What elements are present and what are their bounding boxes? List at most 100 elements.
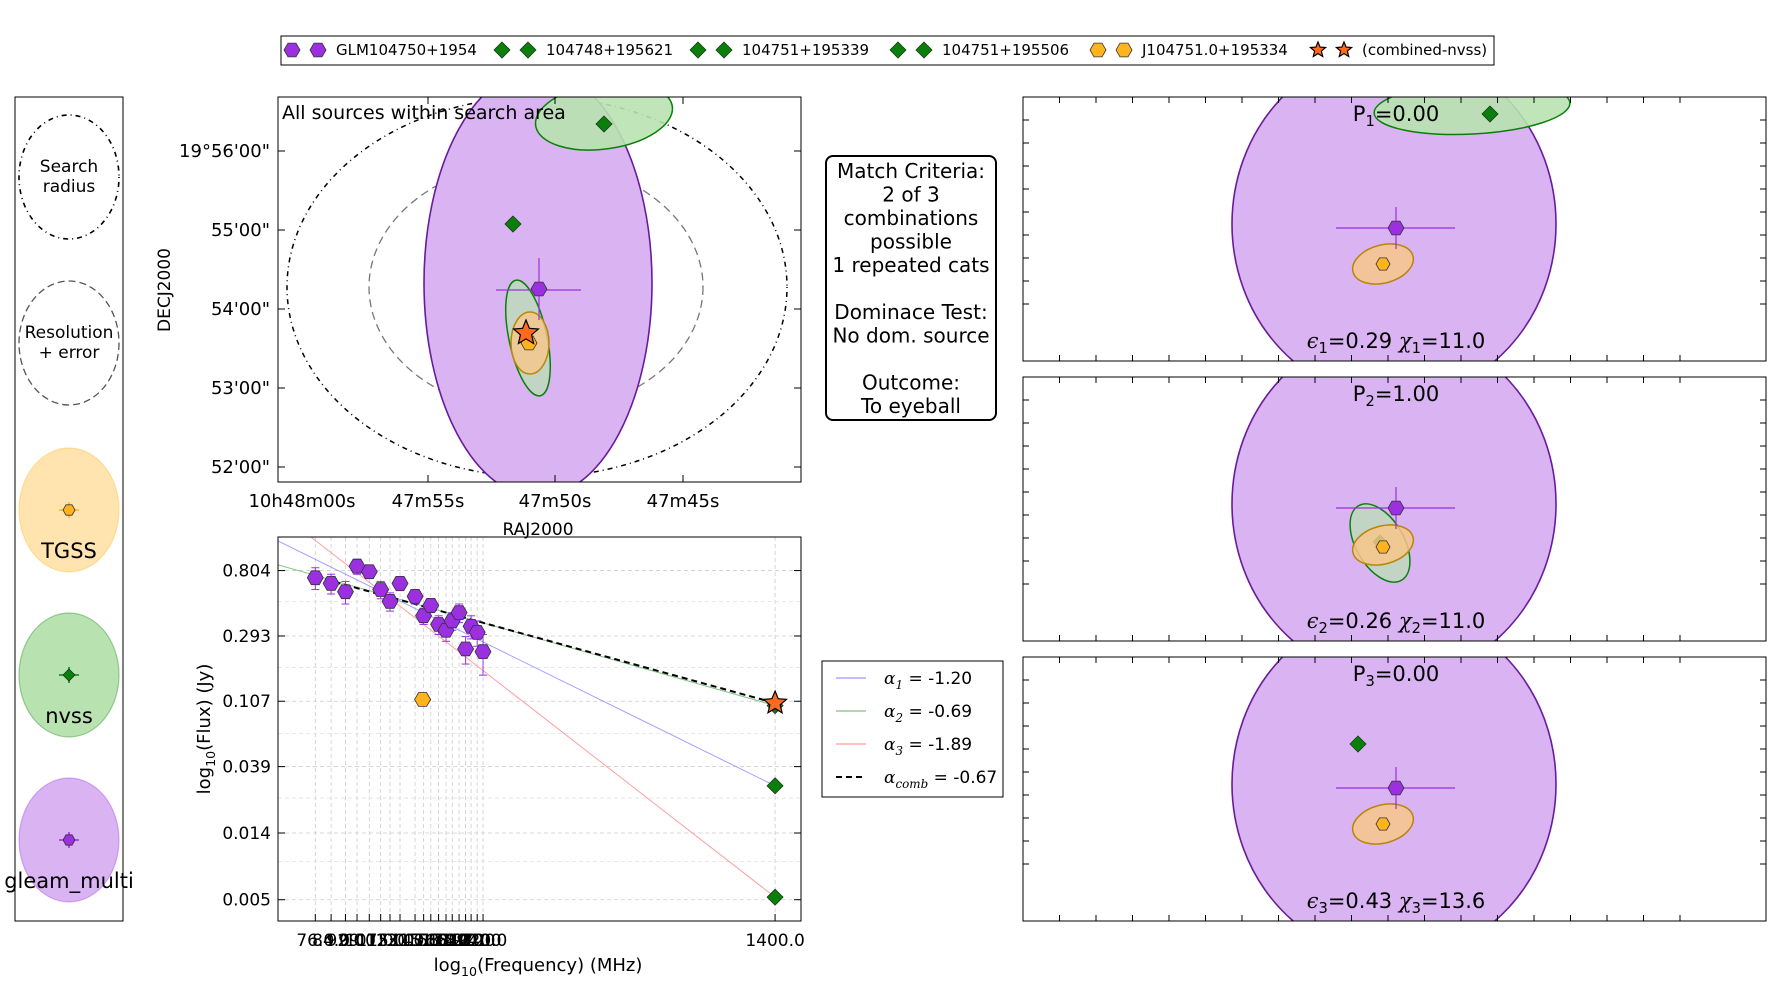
- gleam-source-marker: [530, 281, 548, 297]
- gleam-data-point: [406, 589, 424, 604]
- x-tick-label: 1400.0: [745, 931, 804, 951]
- gleam-data-point: [450, 605, 468, 620]
- gleam-data-point: [306, 570, 324, 586]
- catalogue-name: TGSS: [40, 539, 97, 563]
- x-tick-label: 143.0: [391, 931, 440, 951]
- catalogue-marker: [62, 834, 76, 846]
- alpha-legend-frame: [821, 660, 1004, 798]
- legend-marker: [915, 41, 933, 59]
- fit-line: [278, 540, 776, 787]
- combination-panel: P3=0.00 ϵ3=0.43 χ3=13.6: [1022, 656, 1767, 922]
- x-tick-label: 47m55s: [392, 491, 465, 512]
- gleam-source-marker: [1387, 780, 1405, 796]
- criteria-text: Outcome:: [862, 371, 960, 395]
- combo-frame: [1022, 96, 1767, 362]
- sed-ylabel: log10(Flux) (Jy): [194, 664, 218, 795]
- legend-label: GLM104750+1954: [336, 41, 477, 59]
- x-tick-label: 212.0: [453, 931, 502, 951]
- criteria-text: combinations: [844, 206, 979, 230]
- y-tick-label: 0.293: [222, 627, 271, 647]
- y-tick-label: 53'00": [211, 378, 270, 399]
- gleam-source-marker: [1387, 500, 1405, 516]
- legend-marker: [1115, 42, 1133, 58]
- combo-plot-area: [1231, 377, 1557, 641]
- criteria-text: 2 of 3: [882, 183, 939, 207]
- criteria-text: 1 repeated cats: [832, 253, 989, 277]
- sky-title: All sources within search area: [282, 102, 566, 124]
- legend-label: 104751+195506: [942, 41, 1069, 59]
- gleam-data-point: [348, 558, 366, 574]
- x-tick-label: 107.0: [345, 931, 394, 951]
- legend-label: 104748+195621: [546, 41, 673, 59]
- y-tick-label: 19°56'00": [179, 141, 270, 162]
- x-tick-label: 99.0: [338, 931, 376, 951]
- y-tick-label: 0.107: [222, 692, 271, 712]
- nvss-data-point: [766, 888, 784, 906]
- x-tick-label: 151.0: [399, 931, 448, 951]
- legend-marker: [1308, 40, 1328, 58]
- catalogue-name: gleam_multi: [4, 869, 134, 894]
- combo-stats: ϵ2=0.26 χ2=11.0: [1307, 609, 1486, 637]
- x-tick-label: 181.0: [428, 931, 477, 951]
- gleam-data-point: [457, 641, 475, 657]
- alpha-legend-label: α1 = -1.20: [884, 669, 972, 692]
- legend-entry: 104748+195621: [493, 41, 673, 59]
- x-tick-label: 122.0: [366, 931, 415, 951]
- combination-panel: P2=1.00 ϵ2=0.26 χ2=11.0: [1022, 376, 1767, 642]
- tgss-data-point: [414, 692, 432, 707]
- y-tick-label: 0.039: [222, 758, 271, 778]
- sed-chart: 0.804 0.293 0.107 0.039 0.014 0.005 76.084.092…: [194, 536, 805, 979]
- gleam-data-point: [322, 576, 340, 591]
- legend-entry: J104751.0+195334: [1089, 41, 1288, 59]
- sky-plot-area: [286, 97, 788, 482]
- criteria-text: No dom. source: [832, 324, 989, 348]
- tgss-source-marker: [1375, 540, 1391, 554]
- x-tick-label: 158.0: [406, 931, 455, 951]
- top-legend: GLM104750+1954 104748+195621 104751+195339…: [280, 35, 1495, 66]
- y-tick-label: 55'00": [211, 220, 270, 241]
- legend-marker: [689, 41, 707, 59]
- y-tick-label: 0.014: [222, 824, 271, 844]
- nvss-data-point: [766, 777, 784, 795]
- combo-probability: P3=0.00: [1353, 662, 1439, 690]
- nvss-source-marker: [504, 215, 522, 233]
- criteria-frame: [825, 155, 997, 421]
- sed-frame: [277, 536, 802, 922]
- x-tick-label: 47m50s: [519, 491, 592, 512]
- combo-frame: [1022, 656, 1767, 922]
- search-radius-label: radius: [43, 177, 96, 197]
- y-tick-label: 52'00": [211, 457, 270, 478]
- x-tick-label: 76.0: [296, 931, 334, 951]
- legend-marker: [1334, 40, 1354, 58]
- y-tick-label: 0.005: [222, 891, 271, 911]
- legend-marker: [715, 41, 733, 59]
- legend-label: J104751.0+195334: [1141, 41, 1288, 59]
- gleam-data-point: [381, 594, 399, 609]
- legend-marker: [889, 41, 907, 59]
- catalogue-marker: [62, 504, 76, 516]
- legend-marker: [283, 42, 301, 58]
- criteria-box: Match Criteria:2 of 3combinationspossibl…: [825, 155, 997, 421]
- alpha-legend: α1 = -1.20 α2 = -0.69 α3 = -1.89 αcomb = -0…: [821, 660, 1004, 798]
- legend-marker: [519, 41, 537, 59]
- combo-plot-area: [1231, 97, 1571, 361]
- combo-frame: [1022, 376, 1767, 642]
- legend-entry: GLM104750+1954: [283, 41, 477, 59]
- nvss-source-marker: [595, 115, 613, 133]
- top-legend-frame: [280, 35, 1495, 66]
- sed-plot-area: [278, 537, 788, 906]
- combo-probability: P2=1.00: [1353, 382, 1439, 410]
- gleam-data-point: [468, 625, 486, 640]
- legend-entry: (combined-nvss): [1308, 40, 1487, 59]
- gleam-data-point: [360, 564, 378, 579]
- fit-line: [278, 564, 776, 707]
- gleam-data-point: [422, 598, 440, 613]
- alpha-legend-label: α3 = -1.89: [884, 735, 972, 758]
- combined-data-point: [762, 689, 788, 715]
- combo-probability: P1=0.00: [1353, 102, 1439, 130]
- sky-xlabel: RAJ2000: [502, 520, 573, 540]
- x-tick-label: 174.0: [422, 931, 471, 951]
- legend-entry: 104751+195506: [889, 41, 1069, 59]
- x-tick-label: 189.0: [435, 931, 484, 951]
